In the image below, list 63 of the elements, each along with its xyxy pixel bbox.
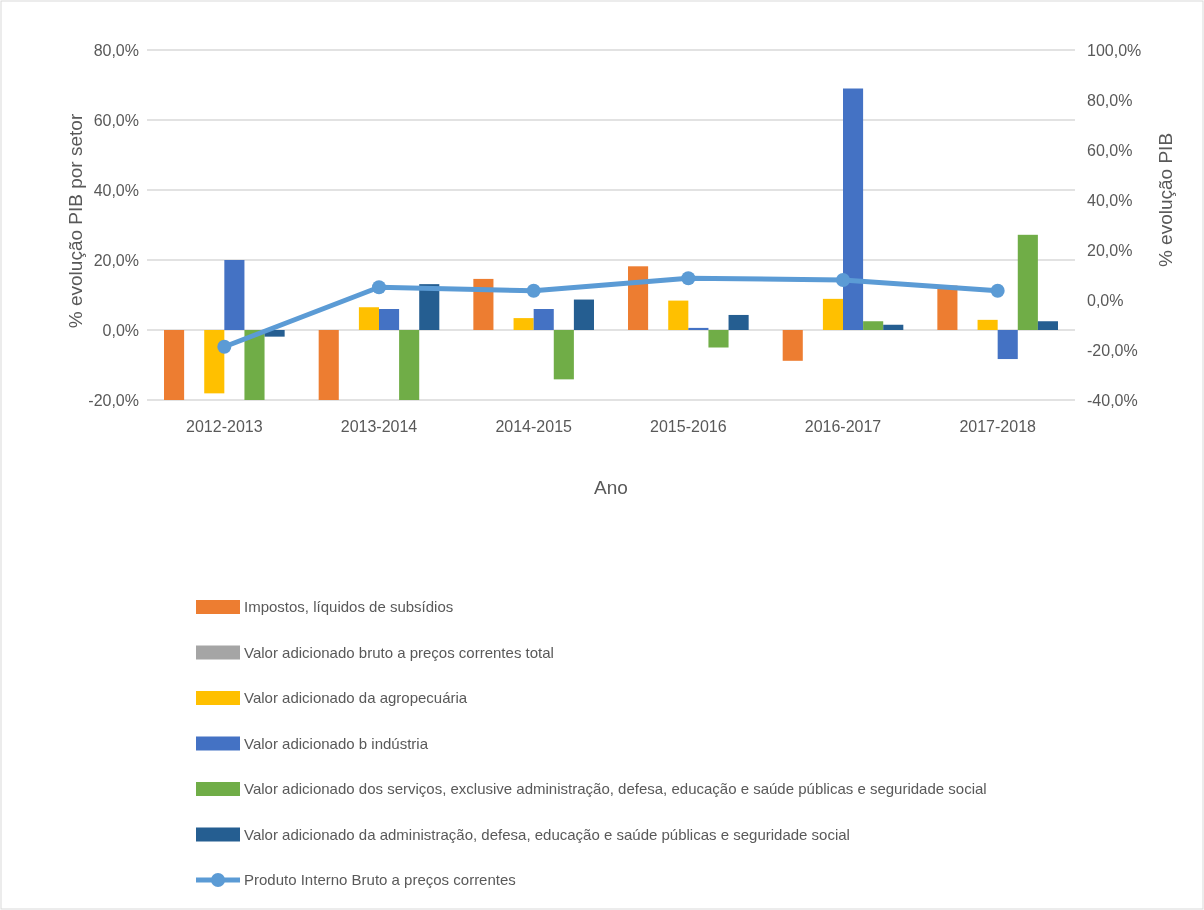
bar <box>204 330 225 394</box>
y2-axis-title: % evolução PIB <box>1155 132 1176 268</box>
bar <box>553 330 574 380</box>
y2-tick-label: 0,0% <box>1087 291 1124 309</box>
y2-tick-label: 100,0% <box>1087 41 1142 59</box>
bar <box>318 330 339 400</box>
y-axis-title: % evolução PIB por setor <box>65 113 86 329</box>
bar <box>164 330 185 400</box>
legend-label: Valor adicionado bruto a preços correntes total <box>244 643 554 661</box>
y-tick-label: 60,0% <box>93 111 139 129</box>
y2-tick-label: 20,0% <box>1087 241 1133 259</box>
legend-label: Impostos, líquidos de subsídios <box>244 598 454 616</box>
bar <box>843 88 864 330</box>
y2-tick-label: 40,0% <box>1087 191 1133 209</box>
bar <box>668 300 689 330</box>
bar <box>358 307 379 330</box>
legend-label: Valor adicionado dos serviços, exclusive administração, defesa, educação e saúde públicas e seguridade social <box>244 780 987 798</box>
legend-label: Valor adicionado da administração, defesa, educação e saúde públicas e seguridade social <box>244 825 850 843</box>
point <box>681 271 696 286</box>
x-tick-label: 2017-2018 <box>959 418 1037 435</box>
point <box>990 283 1005 298</box>
y2-tick-label: 80,0% <box>1087 91 1133 109</box>
y2-tick-label: 60,0% <box>1087 141 1133 159</box>
bar <box>883 324 904 330</box>
bar <box>708 330 729 348</box>
bar <box>822 298 843 330</box>
bar <box>379 309 400 330</box>
bar <box>533 309 554 330</box>
bar <box>977 319 998 330</box>
legend-label: Valor adicionado b indústria <box>244 734 429 752</box>
x-tick-label: 2013-2014 <box>340 418 418 435</box>
x-tick-label: 2015-2016 <box>650 418 727 435</box>
x-tick-label: 2014-2015 <box>495 418 573 435</box>
bar <box>688 327 709 330</box>
bar <box>399 330 420 400</box>
x-tick-label: 2016-2017 <box>804 418 882 435</box>
bar <box>1037 321 1058 330</box>
x-tick-label: 2012-2013 <box>186 418 263 435</box>
point <box>836 273 850 287</box>
bar <box>224 260 245 330</box>
point <box>372 280 386 295</box>
bar <box>997 330 1018 360</box>
y-tick-label: 20,0% <box>93 251 139 269</box>
bar <box>244 330 265 400</box>
y-tick-label: -20,0% <box>88 391 139 409</box>
legend-label: Valor adicionado da agropecuária <box>244 689 468 707</box>
bar <box>782 330 803 361</box>
y-tick-label: 80,0% <box>93 41 139 59</box>
y2-tick-label: -20,0% <box>1087 341 1138 359</box>
y-tick-label: 40,0% <box>93 181 139 199</box>
bar <box>863 321 884 330</box>
y-tick-label: 0,0% <box>102 321 139 339</box>
bar <box>1017 234 1038 330</box>
x-axis-title: Ano <box>594 477 628 498</box>
point <box>217 339 232 354</box>
y2-tick-label: -40,0% <box>1087 391 1138 409</box>
bar <box>473 278 494 330</box>
bar <box>628 266 649 330</box>
bar <box>513 318 534 330</box>
legend-label: Produto Interno Bruto a preços correntes <box>244 871 516 889</box>
bar <box>573 299 594 330</box>
bar <box>728 314 749 330</box>
point <box>526 283 541 298</box>
